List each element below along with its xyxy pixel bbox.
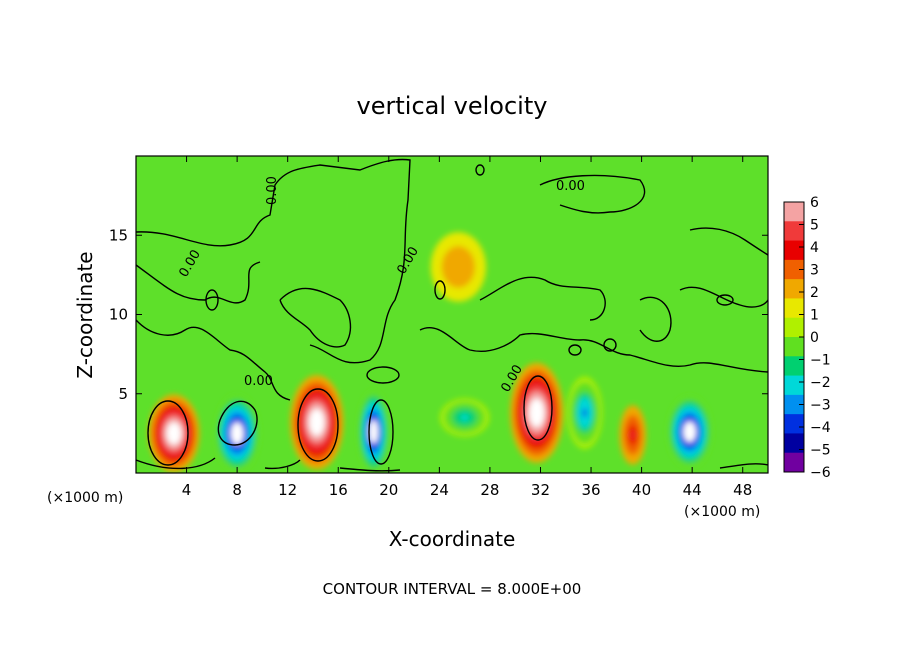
colorbar-tick-label: −2	[810, 375, 831, 391]
colorbar-tick-label: 3	[810, 263, 819, 279]
updraft-cell	[619, 405, 647, 465]
contour-line	[539, 174, 646, 214]
contour-line	[603, 338, 617, 352]
contour-line	[679, 286, 768, 308]
contour-interval-footer: CONTOUR INTERVAL = 8.000E+00	[323, 580, 582, 598]
colorbar-swatch	[784, 240, 804, 261]
contour-line	[136, 261, 261, 304]
x-tick-label: 48	[733, 481, 752, 499]
contour-line	[366, 366, 400, 384]
contour-line	[434, 280, 446, 300]
colorbar-tick-label: −5	[810, 443, 831, 459]
x-tick-label: 4	[182, 481, 192, 499]
colorbar-tick-label: 6	[810, 195, 819, 211]
x-tick-label: 28	[480, 481, 499, 499]
updraft-cell	[290, 375, 344, 470]
x-tick-label: 8	[232, 481, 242, 499]
x-tick-label: 44	[683, 481, 702, 499]
colorbar-swatch	[784, 414, 804, 434]
colorbar-swatch	[784, 356, 804, 377]
colorbar-tick-label: −6	[810, 465, 831, 481]
downdraft-cell	[667, 395, 712, 468]
colorbar-swatch	[784, 259, 804, 280]
downdraft-cell	[439, 398, 490, 437]
colorbar-tick-label: −3	[810, 398, 831, 414]
downdraft-ring	[462, 415, 468, 420]
contour-line	[297, 388, 339, 462]
contour-line	[419, 327, 768, 373]
x-unit-left: (×1000 m)	[47, 490, 123, 506]
contour-line	[689, 227, 768, 256]
contour-line	[479, 276, 606, 321]
contour-line	[279, 287, 352, 348]
contour-line	[217, 400, 258, 446]
y-axis-label: Z-coordinate	[73, 251, 97, 378]
contour-line	[136, 457, 768, 472]
x-axis-label: X-coordinate	[389, 527, 516, 551]
downdraft-ring	[687, 428, 692, 436]
updraft-ring	[171, 429, 177, 437]
x-tick-label: 16	[329, 481, 348, 499]
y-tick-label: 5	[118, 385, 128, 403]
chart-title: vertical velocity	[357, 92, 548, 120]
colorbar-swatch	[784, 221, 804, 242]
colorbar-tick-label: −4	[810, 420, 831, 436]
x-tick-label: 40	[632, 481, 651, 499]
contour-label: 0.00	[556, 179, 585, 194]
contour-label: 0.00	[265, 176, 280, 205]
colorbar-tick-label: 1	[810, 308, 819, 324]
contour-label: 0.00	[244, 374, 273, 389]
updraft-ring	[631, 431, 635, 439]
downdraft-ring	[583, 409, 587, 417]
x-tick-label: 24	[430, 481, 449, 499]
updraft-cell	[430, 232, 486, 302]
contour-line	[136, 319, 291, 401]
colorbar-swatch	[784, 202, 804, 222]
contour-line	[205, 289, 219, 311]
x-tick-label: 32	[531, 481, 550, 499]
colorbar-tick-label: −1	[810, 353, 831, 369]
colorbar-swatch	[784, 337, 804, 357]
colorbar-swatch	[784, 433, 804, 454]
updraft-ring	[454, 262, 462, 272]
colorbar-swatch	[784, 452, 804, 473]
x-tick-label: 12	[278, 481, 297, 499]
colorbar-swatch	[784, 298, 804, 319]
y-tick-label: 15	[109, 226, 128, 244]
colorbar-tick-label: 4	[810, 240, 819, 256]
updraft-ring	[314, 417, 320, 427]
contour-line	[523, 375, 553, 441]
colorbar: 6 5 4 3 2 1 0 −1 −2 −3 −4 −5 −6	[783, 195, 831, 481]
downdraft-cell	[567, 376, 603, 449]
colorbar-swatch	[784, 317, 804, 338]
zero-contours	[136, 158, 768, 472]
contour-line	[136, 158, 411, 364]
contour-line	[639, 296, 672, 342]
updraft-ring	[534, 408, 540, 418]
colorbar-tick-label: 5	[810, 218, 819, 234]
y-axis: 5 10 15	[109, 226, 768, 403]
contour-line	[475, 164, 485, 176]
colorbar-swatch	[784, 394, 804, 415]
contour-line	[147, 400, 189, 466]
contour-line	[716, 294, 734, 306]
contour-line	[568, 344, 582, 356]
downdraft-ring	[372, 427, 376, 436]
x-tick-label: 36	[581, 481, 600, 499]
colorbar-tick-label: 2	[810, 285, 819, 301]
field-layer	[136, 156, 768, 473]
downdraft-ring	[235, 429, 240, 437]
x-tick-label: 20	[379, 481, 398, 499]
colorbar-swatch	[784, 279, 804, 299]
contour-line	[368, 399, 394, 465]
downdraft-cell	[215, 394, 260, 473]
colorbar-swatch	[784, 375, 804, 396]
x-unit-right: (×1000 m)	[684, 504, 760, 520]
downdraft-cell	[358, 390, 390, 473]
colorbar-tick-label: 0	[810, 330, 819, 346]
x-axis: 4 8 12 16 20 24 28 32 36 40 44 48	[182, 156, 752, 499]
y-tick-label: 10	[109, 306, 128, 324]
